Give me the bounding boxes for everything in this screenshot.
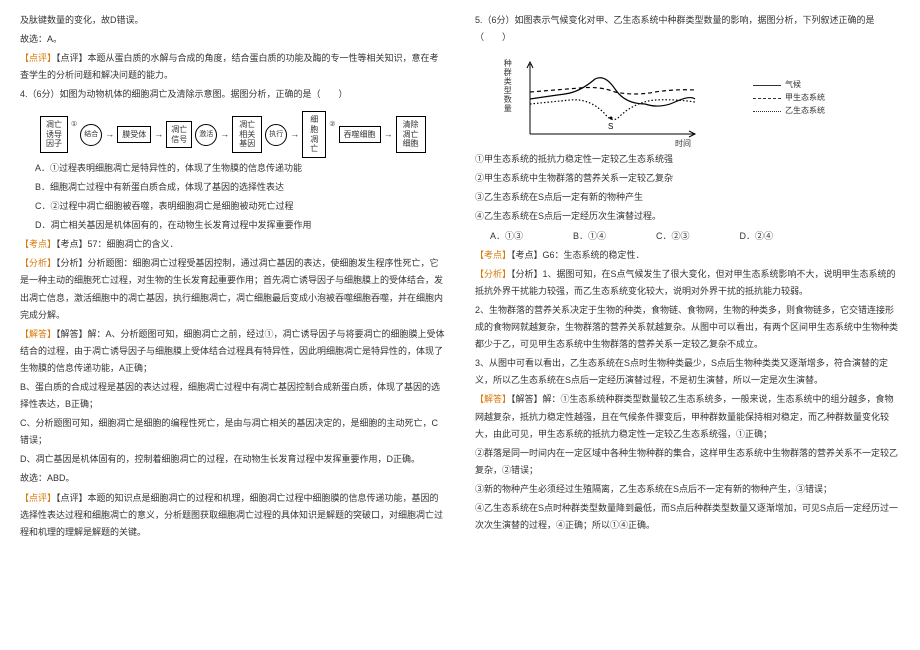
- dianping-text: 【点评】本题从蛋白质的水解与合成的角度，结合蛋白质的功能及酶的专一性等相关知识，…: [20, 53, 439, 80]
- arrow-icon: →: [154, 126, 163, 143]
- statement-4: ④乙生态系统在S点后一定经历次生演替过程。: [475, 208, 900, 225]
- dianping-text: 【点评】本题的知识点是细胞凋亡的过程和机理，细胞凋亡过程中细胞膜的信息传递功能，…: [20, 493, 443, 537]
- jieda-4: ④乙生态系统在S点时种群类型数量降到最低，而S点后种群类型数量又逐渐增加，可见S…: [475, 500, 900, 534]
- box-clear: 清除凋亡细胞: [396, 116, 426, 153]
- kaodian-text: 【考点】G6：生态系统的稳定性．: [511, 250, 645, 260]
- fenxi: 【分析】【分析】分析题图：细胞凋亡过程受基因控制，通过凋亡基因的表达，使细胞发生…: [20, 255, 445, 323]
- label-kaodian: 【考点】: [20, 239, 56, 249]
- fenxi: 【分析】【分析】1、据图可知，在S点气候发生了很大变化，但对甲生态系统影响不大，…: [475, 266, 900, 300]
- option-d: D．凋亡相关基因是机体固有的，在动物生长发育过程中发挥重要作用: [35, 217, 445, 234]
- circle-1: ①: [71, 118, 77, 131]
- chart-svg: S: [505, 54, 705, 149]
- s-point: S: [608, 122, 613, 131]
- text-line: 故选：A。: [20, 31, 445, 48]
- option-b: B．细胞凋亡过程中有新蛋白质合成，体现了基因的选择性表达: [35, 179, 445, 196]
- y-axis-label: 种群类型数量: [500, 59, 515, 113]
- arrow-icon: →: [220, 126, 229, 143]
- circ-activate: 激活: [195, 124, 217, 146]
- choice-d: D．②④: [740, 228, 774, 245]
- jieda-text: 【解答】解：A、分析题图可知，细胞凋亡之前，经过①，凋亡诱导因子与将要凋亡的细胞…: [20, 329, 445, 373]
- circle-2: ②: [329, 118, 335, 131]
- jieda-b: B、蛋白质的合成过程是基因的表达过程，细胞凋亡过程中有凋亡基因控制合成新蛋白质，…: [20, 379, 445, 413]
- jieda: 【解答】【解答】解：①生态系统种群类型数量较乙生态系统多，一般来说，生态系统中的…: [475, 391, 900, 442]
- box-inducer: 凋亡诱导因子: [40, 116, 68, 153]
- text-line: 及肽键数量的变化，故D错误。: [20, 12, 445, 29]
- flow-diagram: 凋亡诱导因子 ① 结合 → 膜受体 → 凋亡信号 激活 → 凋亡相关基因 执行 …: [40, 111, 445, 157]
- dianping2: 【点评】【点评】本题的知识点是细胞凋亡的过程和机理，细胞凋亡过程中细胞膜的信息传…: [20, 490, 445, 541]
- option-a: A．①过程表明细胞凋亡是特异性的，体现了生物膜的信息传递功能: [35, 160, 445, 177]
- circ-exec: 执行: [265, 124, 287, 146]
- arrow-icon: →: [105, 126, 114, 143]
- choice-b: B．①④: [573, 228, 606, 245]
- choice-a: A．①③: [490, 228, 523, 245]
- statement-2: ②甲生态系统中生物群落的营养关系一定较乙复杂: [475, 170, 900, 187]
- box-apoptosis: 细胞凋亡: [302, 111, 326, 157]
- jieda-text: 【解答】解：①生态系统种群类型数量较乙生态系统多，一般来说，生态系统中的组分越多…: [475, 394, 894, 438]
- choice-c: C．②③: [656, 228, 690, 245]
- fenxi-2: 2、生物群落的营养关系决定于生物的种类，食物链、食物网，生物的种类多，则食物链多…: [475, 302, 900, 353]
- legend-jia: 甲生态系统: [785, 92, 825, 105]
- arrow-icon: →: [290, 126, 299, 143]
- legend-climate: 气候: [785, 79, 801, 92]
- jieda-c: C、分析题图可知，细胞凋亡是细胞的编程性死亡，是由与凋亡相关的基因决定的，是细胞…: [20, 415, 445, 449]
- dianping: 【点评】【点评】本题从蛋白质的水解与合成的角度，结合蛋白质的功能及酶的专一性等相…: [20, 50, 445, 84]
- label-jieda: 【解答】: [20, 329, 56, 339]
- kaodian-text: 【考点】57：细胞凋亡的含义．: [56, 239, 179, 249]
- fenxi-text: 【分析】分析题图：细胞凋亡过程受基因控制，通过凋亡基因的表达，使细胞发生程序性死…: [20, 258, 443, 319]
- question-4: 4.（6分）如图为动物机体的细胞凋亡及清除示意图。据图分析，正确的是（ ）: [20, 86, 445, 103]
- label-kaodian: 【考点】: [475, 250, 511, 260]
- label-dianping: 【点评】: [20, 53, 56, 63]
- kaodian: 【考点】【考点】G6：生态系统的稳定性．: [475, 247, 900, 264]
- jieda-d: D、凋亡基因是机体固有的，控制着细胞凋亡的过程，在动物生长发育过程中发挥重要作用…: [20, 451, 445, 468]
- box-gene: 凋亡相关基因: [232, 116, 262, 153]
- label-fenxi: 【分析】: [20, 258, 56, 268]
- label-jieda: 【解答】: [475, 394, 511, 404]
- label-dianping: 【点评】: [20, 493, 56, 503]
- circ-bind: 结合: [80, 124, 102, 146]
- fenxi-text: 【分析】1、据图可知，在S点气候发生了很大变化，但对甲生态系统影响不大，说明甲生…: [475, 269, 896, 296]
- label-fenxi: 【分析】: [475, 269, 511, 279]
- box-phagocyte: 吞噬细胞: [339, 126, 381, 144]
- kaodian: 【考点】【考点】57：细胞凋亡的含义．: [20, 236, 445, 253]
- box-receptor: 膜受体: [117, 126, 151, 144]
- legend-yi: 乙生态系统: [785, 105, 825, 118]
- question-5: 5.（6分）如图表示气候变化对甲、乙生态系统中种群类型数量的影响，据图分析，下列…: [475, 12, 900, 46]
- arrow-icon: →: [384, 126, 393, 143]
- jieda-2: ②群落是同一时间内在一定区域中各种生物种群的集合，这样甲生态系统中生物群落的营养…: [475, 445, 900, 479]
- guxuan: 故选：ABD。: [20, 470, 445, 487]
- x-axis-label: 时间: [675, 136, 691, 151]
- answer-choices: A．①③ B．①④ C．②③ D．②④: [490, 228, 900, 245]
- line-chart: S 种群类型数量 时间 气候 甲生态系统 乙生态系统: [505, 54, 785, 149]
- chart-legend: 气候 甲生态系统 乙生态系统: [753, 79, 825, 117]
- jieda-3: ③新的物种产生必须经过生殖隔离，乙生态系统在S点后不一定有新的物种产生，③错误；: [475, 481, 900, 498]
- statement-3: ③乙生态系统在S点后一定有新的物种产生: [475, 189, 900, 206]
- fenxi-3: 3、从图中可看以看出，乙生态系统在S点时生物种类最少，S点后生物种类类又逐渐增多…: [475, 355, 900, 389]
- statement-1: ①甲生态系统的抵抗力稳定性一定较乙生态系统强: [475, 151, 900, 168]
- option-c: C．②过程中凋亡细胞被吞噬，表明细胞凋亡是细胞被动死亡过程: [35, 198, 445, 215]
- box-signal: 凋亡信号: [166, 121, 192, 148]
- jieda: 【解答】【解答】解：A、分析题图可知，细胞凋亡之前，经过①，凋亡诱导因子与将要凋…: [20, 326, 445, 377]
